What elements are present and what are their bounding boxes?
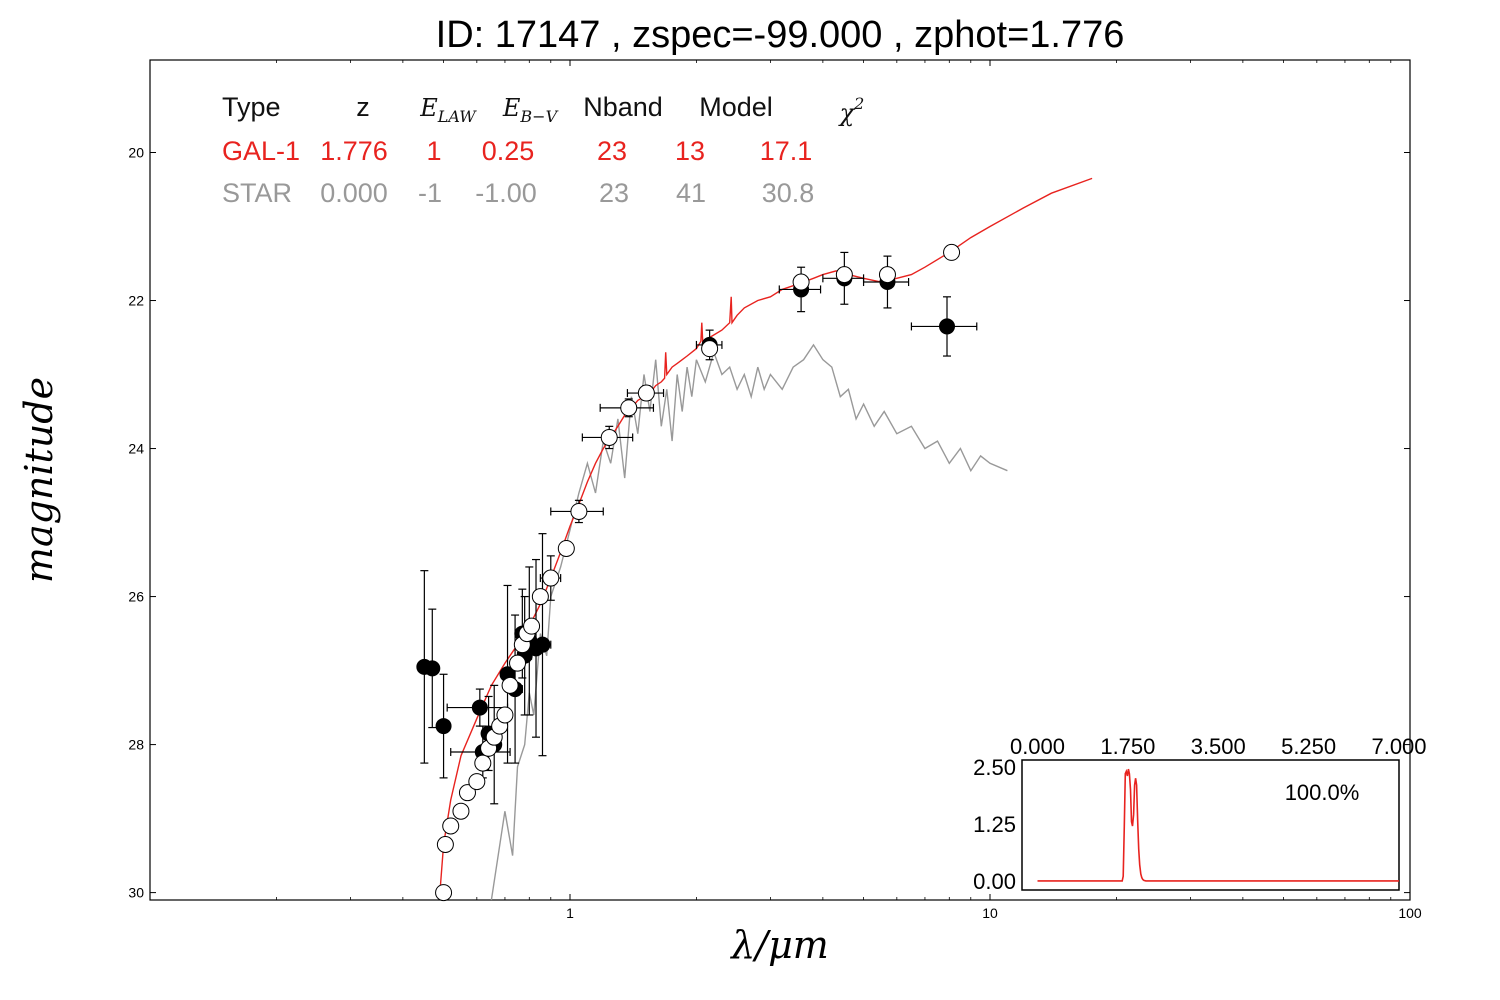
star-chi2: 30.8 (761, 178, 815, 208)
star-model-curve (490, 343, 1008, 901)
main-plot-area: 20 22 24 26 28 30 1 10 100 (128, 59, 1422, 921)
model-magnitude-point (468, 773, 486, 791)
pdz-curve (1037, 768, 1399, 882)
inset-y-tick-label: 1.25 (973, 812, 1016, 837)
model-magnitude-point (637, 384, 655, 402)
y-tick-label: 28 (128, 737, 144, 753)
gal-type: GAL-1 (222, 136, 301, 166)
gal-model: 13 (674, 136, 706, 166)
header-elaw: ELAW (420, 94, 476, 126)
pdz-inset: 0.000 1.750 3.500 5.250 7.000 0.00 1.25 2.50 10… (973, 734, 1426, 894)
model-magnitude-point (435, 884, 453, 902)
model-magnitude-point (600, 428, 618, 446)
star-nband: 23 (598, 178, 630, 208)
y-tick-label: 24 (128, 441, 144, 457)
axis-ticks: 20 22 24 26 28 30 1 10 100 (128, 60, 1422, 921)
header-chi2: χ2 (839, 94, 865, 127)
observed-point (435, 718, 452, 735)
observed-point (471, 699, 488, 716)
x-tick-label: 1 (566, 905, 574, 921)
chart-title: ID: 17147 , zspec=-99.000 , zphot=1.776 (435, 14, 1125, 56)
inset-axis-ticks: 0.000 1.750 3.500 5.250 7.000 0.00 1.25 2.50 (973, 734, 1426, 894)
inset-frame (1021, 759, 1400, 891)
header-nband: Nband (583, 92, 663, 122)
gal-chi2: 17.1 (759, 136, 813, 166)
observed-point (939, 318, 956, 335)
plot-frame (149, 59, 1411, 901)
inset-x-tick-label: 3.500 (1191, 734, 1246, 759)
gal-nband: 23 (596, 136, 628, 166)
y-tick-label: 20 (128, 145, 144, 161)
inset-x-tick-label: 1.750 (1100, 734, 1155, 759)
inset-y-tick-label: 2.50 (973, 755, 1016, 780)
inset-x-tick-label: 5.250 (1281, 734, 1336, 759)
star-model: 41 (675, 178, 707, 208)
model-magnitude-point (436, 835, 454, 853)
header-ebv: EB−V (502, 94, 558, 126)
inset-percent-label: 100.0% (1285, 780, 1360, 805)
model-magnitude-point (557, 539, 575, 557)
observed-point (424, 660, 441, 677)
model-magnitude-point (542, 569, 560, 587)
model-magnitude-point (878, 266, 896, 284)
star-model-line (490, 343, 1008, 901)
inset-x-tick-label: 0.000 (1010, 734, 1065, 759)
x-tick-label: 10 (982, 905, 998, 921)
model-magnitude-point (620, 399, 638, 417)
model-magnitude-point (496, 706, 514, 724)
model-magnitude-point (523, 617, 541, 635)
star-z: 0.000 (320, 178, 388, 208)
model-magnitude-point (792, 273, 810, 291)
galaxy-model-curve (439, 177, 1093, 893)
model-magnitude-point (943, 243, 961, 261)
model-magnitude-point (474, 754, 492, 772)
y-axis-title: magnitude (17, 377, 61, 583)
x-tick-label: 100 (1398, 905, 1422, 921)
y-tick-label: 26 (128, 589, 144, 605)
model-magnitude-points (435, 243, 961, 902)
model-magnitude-point (452, 802, 470, 820)
model-magnitude-point (458, 784, 476, 802)
star-ebv: -1.00 (475, 178, 537, 208)
model-magnitude-point (442, 817, 460, 835)
inset-y-tick-label: 0.00 (973, 869, 1016, 894)
model-magnitude-point (531, 588, 549, 606)
model-magnitude-point (570, 502, 588, 520)
model-magnitude-point (501, 676, 519, 694)
star-elaw: -1 (417, 178, 443, 208)
gal-ebv: 0.25 (481, 136, 535, 166)
galaxy-model-line (439, 177, 1093, 893)
model-magnitude-point (701, 340, 719, 358)
model-magnitude-point (835, 266, 853, 284)
y-tick-label: 30 (128, 885, 144, 901)
model-magnitude-point (509, 654, 527, 672)
header-z: z (356, 92, 370, 122)
header-type: Type (222, 92, 281, 122)
header-model: Model (699, 92, 773, 122)
pdz-line (1037, 768, 1399, 882)
star-type: STAR (222, 178, 293, 208)
x-axis-title: λ/μm (729, 923, 829, 967)
y-tick-label: 22 (128, 293, 144, 309)
gal-z: 1.776 (320, 136, 388, 166)
gal-elaw: 1 (426, 136, 442, 166)
inset-x-tick-label: 7.000 (1371, 734, 1426, 759)
observed-point (534, 636, 551, 653)
